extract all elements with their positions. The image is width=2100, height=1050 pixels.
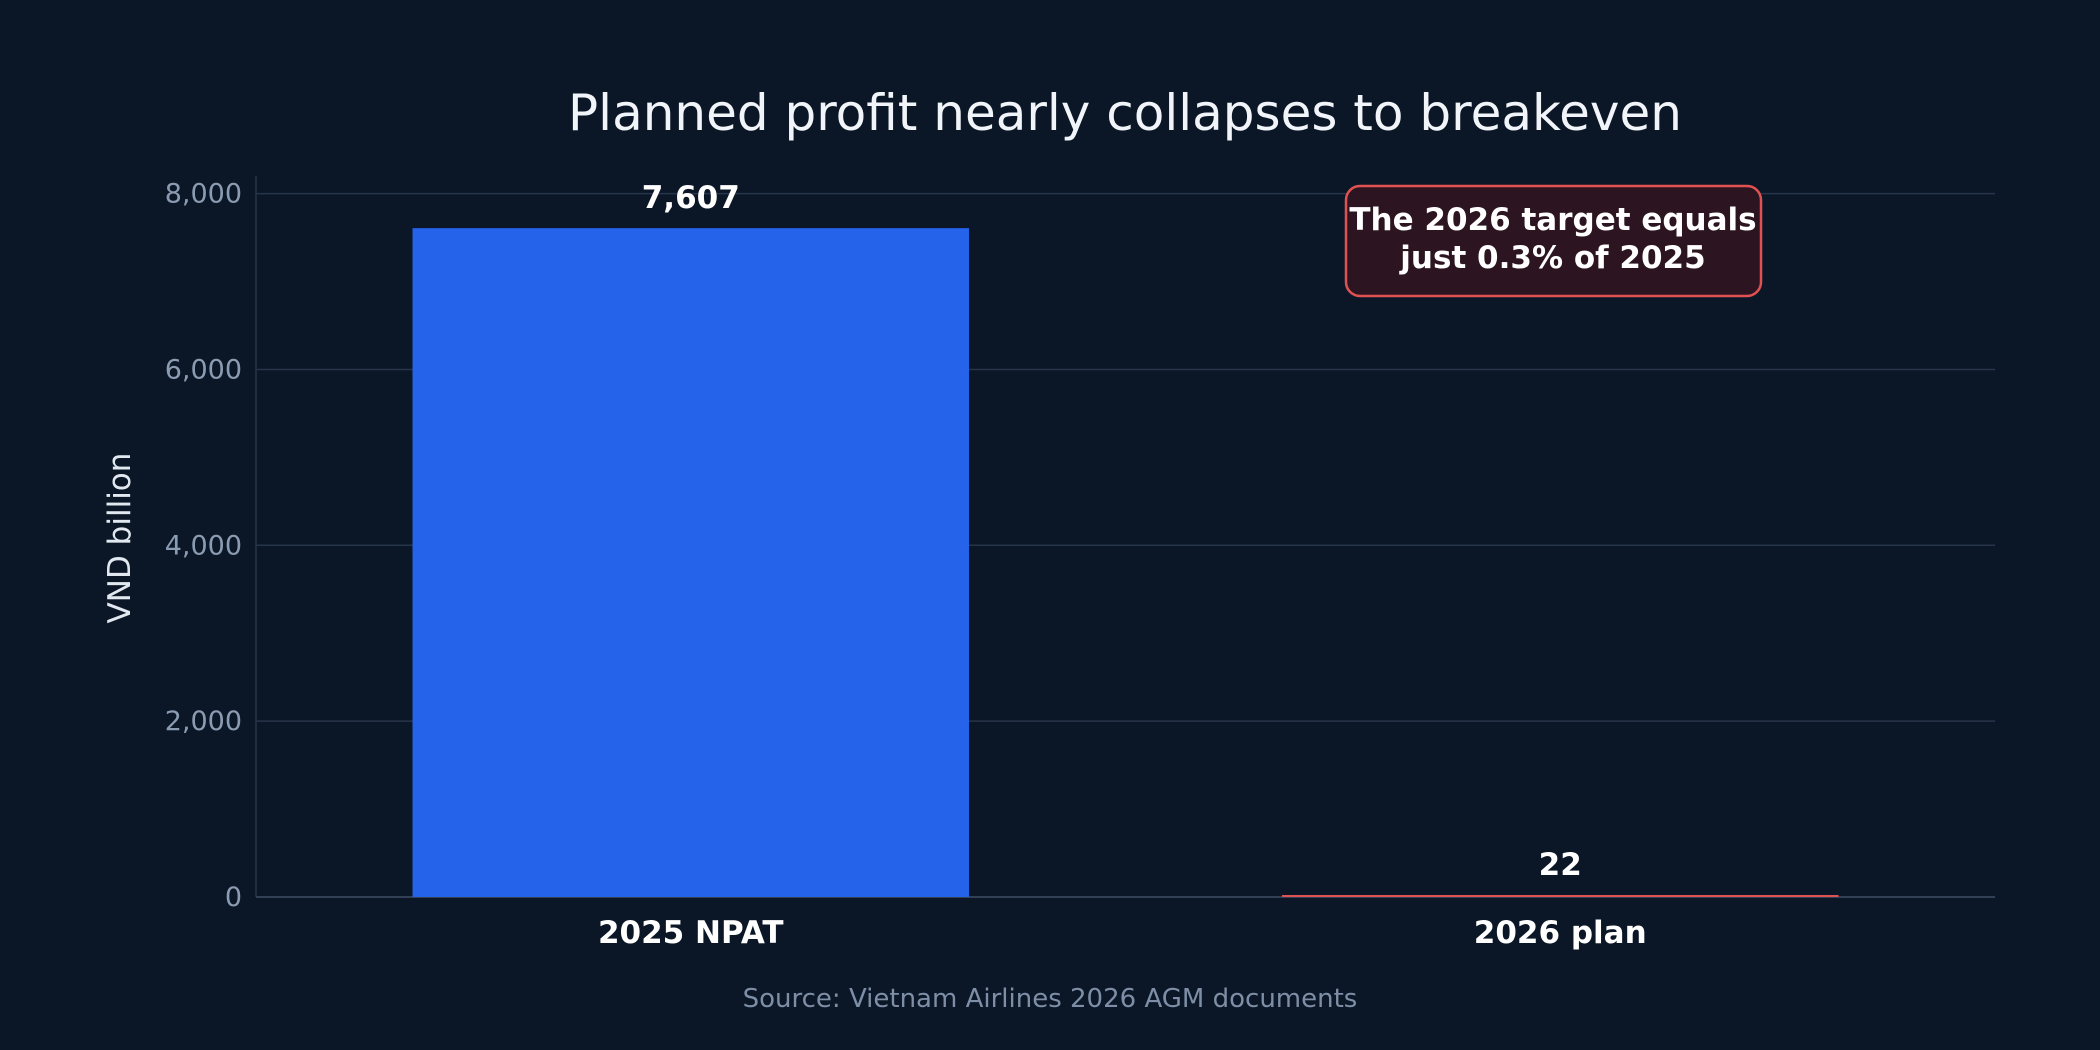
y-tick-label: 0 <box>225 882 242 913</box>
bars <box>412 228 1839 897</box>
y-tick-label: 4,000 <box>165 530 242 561</box>
y-tick-label: 6,000 <box>165 354 242 385</box>
y-axis-label: VND billion <box>102 453 138 624</box>
labels: 7,607 2025 NPAT 22 2026 plan <box>598 180 1647 951</box>
bar-value-label: 22 <box>1539 847 1582 883</box>
annotation-callout: The 2026 target equals just 0.3% of 2025 <box>1344 184 1763 298</box>
chart-title: Planned profit nearly collapses to break… <box>568 84 1682 142</box>
y-tick-label: 2,000 <box>165 706 242 737</box>
x-tick-label: 2026 plan <box>1474 915 1647 951</box>
bar-2025-npat <box>412 228 969 897</box>
x-tick-label: 2025 NPAT <box>598 915 784 951</box>
annotation-box <box>1344 184 1763 298</box>
axes: 0 2,000 4,000 6,000 8,000 <box>165 176 1995 913</box>
bar-value-label: 7,607 <box>642 180 740 216</box>
annotation-line-1: The 2026 target equals <box>1349 202 1756 238</box>
y-tick-label: 8,000 <box>165 179 242 210</box>
annotation-line-2: just 0.3% of 2025 <box>1398 240 1705 276</box>
source-note: Source: Vietnam Airlines 2026 AGM docume… <box>743 984 1358 1014</box>
bar-2026-plan <box>1282 895 1839 897</box>
